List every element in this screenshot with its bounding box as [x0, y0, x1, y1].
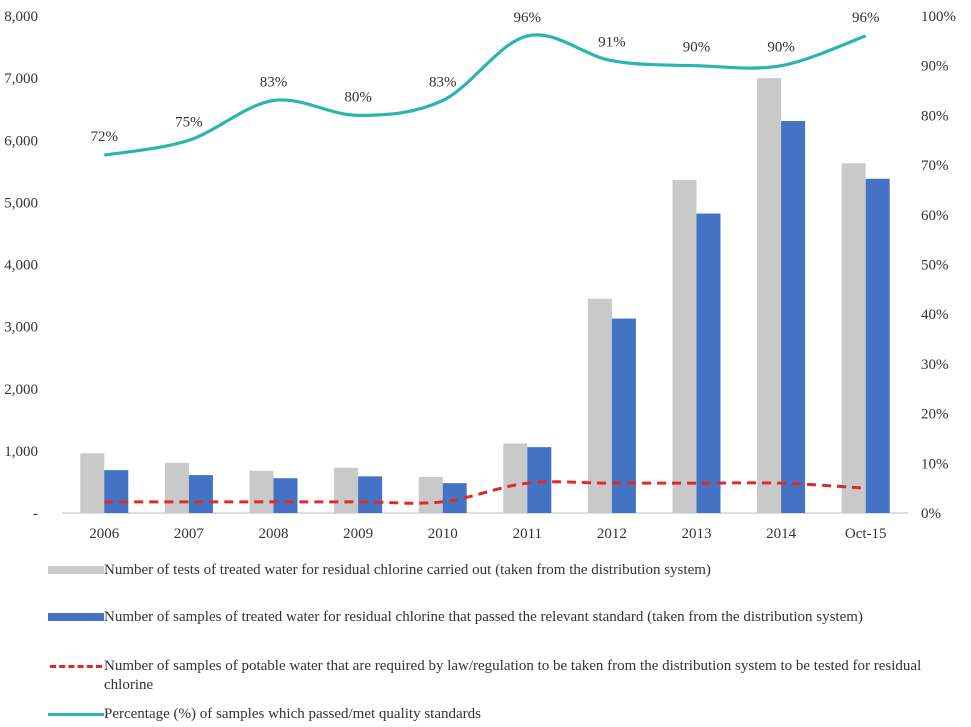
bar-tests-Oct-15: [841, 163, 866, 513]
y-right-tick-label: 50%: [921, 258, 949, 274]
bar-passed-2009: [358, 476, 383, 513]
y-left-tick-label: -: [33, 506, 38, 522]
y-left-tick-label: 4,000: [4, 258, 38, 274]
data-label-2014: 90%: [767, 40, 795, 56]
legend-item-percentage: Percentage (%) of samples which passed/m…: [48, 705, 938, 725]
legend-item-required: Number of samples of potable water that …: [48, 657, 938, 695]
legend-swatch-line: [48, 705, 104, 725]
x-tick-label: 2014: [766, 526, 797, 542]
legend-item-tests: Number of tests of treated water for res…: [48, 561, 938, 581]
data-label-2010: 83%: [429, 74, 457, 90]
y-right-tick-label: 10%: [921, 456, 949, 472]
bar-tests-2010: [418, 476, 443, 513]
data-label-2006: 72%: [91, 129, 119, 145]
x-tick-label: 2010: [428, 526, 458, 542]
data-label-2009: 80%: [344, 89, 372, 105]
legend-item-passed: Number of samples of treated water for r…: [48, 608, 938, 628]
bar-passed-2006: [104, 470, 129, 513]
y-left-tick-label: 7,000: [4, 71, 38, 87]
bar-tests-2007: [164, 462, 189, 513]
bar-tests-2012: [587, 298, 612, 513]
data-label-Oct-15: 96%: [852, 10, 880, 26]
bar-tests-2014: [757, 78, 782, 513]
y-right-tick-label: 80%: [921, 108, 949, 124]
legend-label-tests: Number of tests of treated water for res…: [104, 562, 711, 578]
legend-swatch-blue-bar: [48, 608, 104, 628]
y-left-tick-label: 8,000: [4, 9, 38, 25]
percentage-line: [104, 33, 867, 157]
data-label-2013: 90%: [683, 40, 711, 56]
bar-tests-2006: [80, 453, 105, 513]
data-label-2008: 83%: [260, 74, 288, 90]
legend-swatch-dashed-line: [48, 657, 104, 677]
y-left-tick-label: 3,000: [4, 320, 38, 336]
data-label-2012: 91%: [598, 35, 626, 51]
bar-tests-2011: [503, 443, 528, 513]
legend-swatch-gray-bar: [48, 561, 104, 581]
bar-passed-2011: [527, 447, 552, 513]
x-tick-label: 2009: [343, 526, 373, 542]
legend-label-passed: Number of samples of treated water for r…: [104, 609, 863, 625]
required-samples-line: [104, 480, 866, 505]
x-tick-label: 2012: [597, 526, 627, 542]
bar-tests-2009: [334, 467, 359, 513]
x-tick-label: 2008: [259, 526, 289, 542]
y-right-tick-label: 100%: [921, 9, 956, 25]
bar-passed-2012: [611, 318, 636, 513]
y-left-tick-label: 5,000: [4, 195, 38, 211]
bar-passed-Oct-15: [865, 178, 890, 513]
bar-tests-2013: [672, 180, 697, 513]
legend-label-required: Number of samples of potable water that …: [104, 658, 922, 693]
bar-passed-2014: [781, 120, 806, 514]
x-tick-label: Oct-15: [845, 526, 887, 542]
y-right-tick-label: 0%: [921, 506, 941, 522]
y-left-tick-label: 2,000: [4, 382, 38, 398]
y-right-tick-label: 70%: [921, 158, 949, 174]
data-label-2011: 96%: [514, 10, 542, 26]
x-tick-label: 2006: [89, 526, 120, 542]
bar-passed-2008: [273, 478, 298, 513]
bar-passed-2013: [696, 213, 721, 513]
chart-plot: 72% 75% 83% 80% 83% 96% 91% 90% 90% 96% - 1,000 2,0…: [4, 9, 956, 542]
y-right-tick-label: 60%: [921, 208, 949, 224]
legend-label-percentage: Percentage (%) of samples which passed/m…: [104, 706, 481, 722]
y-right-tick-label: 40%: [921, 307, 949, 323]
bar-tests-2008: [249, 470, 274, 513]
y-right-tick-label: 90%: [921, 59, 949, 75]
y-right-tick-label: 20%: [921, 407, 949, 423]
x-tick-label: 2011: [513, 526, 542, 542]
y-right-tick-label: 30%: [921, 357, 949, 373]
x-tick-label: 2007: [174, 526, 205, 542]
bar-passed-2007: [188, 475, 213, 513]
y-left-tick-label: 6,000: [4, 133, 38, 149]
y-left-tick-label: 1,000: [4, 444, 38, 460]
x-tick-label: 2013: [682, 526, 712, 542]
bar-passed-2010: [442, 483, 467, 513]
data-label-2007: 75%: [175, 114, 203, 130]
